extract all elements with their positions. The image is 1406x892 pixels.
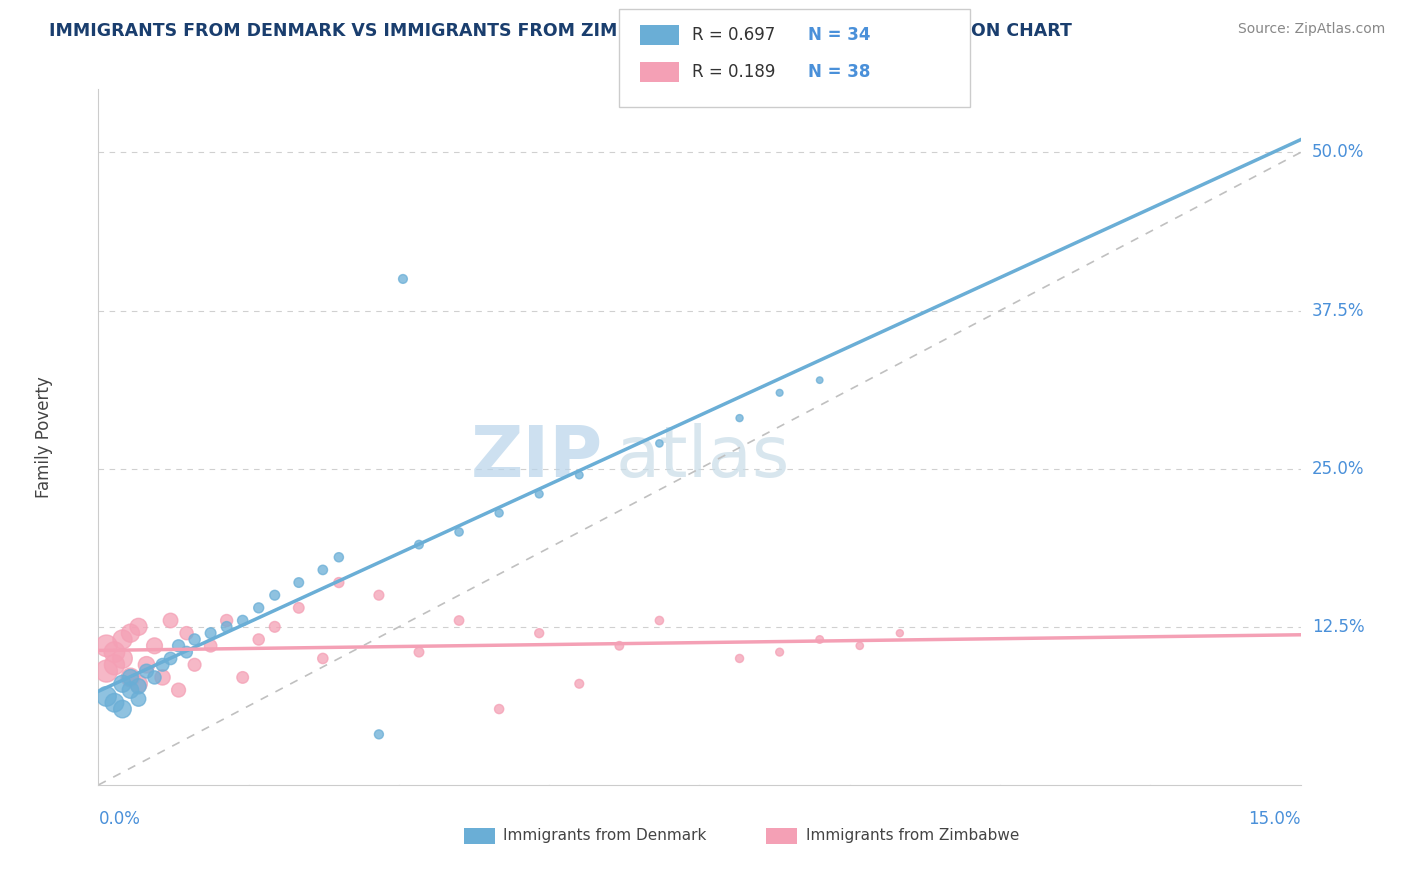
- Point: [128, 679, 150, 693]
- Point: [529, 487, 551, 501]
- Point: [128, 692, 150, 706]
- Point: [529, 626, 551, 640]
- Text: 37.5%: 37.5%: [1312, 301, 1364, 319]
- Point: [368, 727, 391, 741]
- Point: [183, 632, 205, 647]
- Text: atlas: atlas: [616, 424, 790, 492]
- Point: [247, 632, 270, 647]
- Point: [408, 538, 430, 552]
- Point: [312, 563, 335, 577]
- Text: IMMIGRANTS FROM DENMARK VS IMMIGRANTS FROM ZIMBABWE FAMILY POVERTY CORRELATION C: IMMIGRANTS FROM DENMARK VS IMMIGRANTS FR…: [49, 22, 1073, 40]
- Point: [849, 639, 872, 653]
- Text: N = 38: N = 38: [808, 63, 870, 81]
- Point: [488, 702, 510, 716]
- Point: [111, 651, 134, 665]
- Point: [152, 657, 174, 672]
- Point: [368, 588, 391, 602]
- Point: [120, 683, 142, 698]
- Text: 50.0%: 50.0%: [1312, 144, 1364, 161]
- Point: [120, 670, 142, 684]
- Point: [232, 670, 254, 684]
- Point: [103, 645, 125, 659]
- Text: N = 34: N = 34: [808, 26, 870, 44]
- Point: [96, 639, 118, 653]
- Point: [648, 436, 671, 450]
- Point: [728, 651, 751, 665]
- Point: [128, 620, 150, 634]
- Text: 12.5%: 12.5%: [1312, 618, 1364, 636]
- Point: [215, 614, 238, 628]
- Point: [447, 524, 470, 539]
- Text: 15.0%: 15.0%: [1249, 810, 1301, 828]
- Point: [392, 272, 415, 286]
- Point: [96, 664, 118, 678]
- Text: ZIP: ZIP: [471, 424, 603, 492]
- Point: [120, 626, 142, 640]
- Point: [889, 626, 911, 640]
- Point: [103, 696, 125, 710]
- Point: [167, 683, 190, 698]
- Point: [103, 657, 125, 672]
- Point: [232, 614, 254, 628]
- Point: [128, 677, 150, 691]
- Point: [176, 626, 198, 640]
- Point: [288, 600, 311, 615]
- Point: [328, 575, 350, 590]
- Point: [143, 639, 166, 653]
- Point: [568, 677, 591, 691]
- Point: [263, 620, 285, 634]
- Point: [568, 468, 591, 483]
- Point: [159, 614, 181, 628]
- Text: Immigrants from Zimbabwe: Immigrants from Zimbabwe: [806, 829, 1019, 843]
- Point: [120, 670, 142, 684]
- Point: [447, 614, 470, 628]
- Point: [247, 600, 270, 615]
- Text: Family Poverty: Family Poverty: [35, 376, 53, 498]
- Point: [183, 657, 205, 672]
- Point: [111, 632, 134, 647]
- Point: [609, 639, 631, 653]
- Point: [200, 626, 222, 640]
- Text: R = 0.189: R = 0.189: [692, 63, 775, 81]
- Point: [808, 632, 831, 647]
- Point: [312, 651, 335, 665]
- Point: [111, 677, 134, 691]
- Point: [176, 645, 198, 659]
- Text: Source: ZipAtlas.com: Source: ZipAtlas.com: [1237, 22, 1385, 37]
- Point: [200, 639, 222, 653]
- Point: [768, 645, 790, 659]
- Point: [135, 664, 157, 678]
- Point: [111, 702, 134, 716]
- Text: 0.0%: 0.0%: [98, 810, 141, 828]
- Point: [96, 690, 118, 704]
- Point: [328, 550, 350, 565]
- Text: 25.0%: 25.0%: [1312, 459, 1364, 478]
- Point: [263, 588, 285, 602]
- Point: [288, 575, 311, 590]
- Point: [408, 645, 430, 659]
- Text: Immigrants from Denmark: Immigrants from Denmark: [503, 829, 707, 843]
- Point: [488, 506, 510, 520]
- Point: [728, 411, 751, 425]
- Point: [808, 373, 831, 387]
- Point: [135, 657, 157, 672]
- Point: [143, 670, 166, 684]
- Point: [768, 385, 790, 400]
- Point: [159, 651, 181, 665]
- Point: [648, 614, 671, 628]
- Point: [215, 620, 238, 634]
- Point: [152, 670, 174, 684]
- Point: [167, 639, 190, 653]
- Text: R = 0.697: R = 0.697: [692, 26, 775, 44]
